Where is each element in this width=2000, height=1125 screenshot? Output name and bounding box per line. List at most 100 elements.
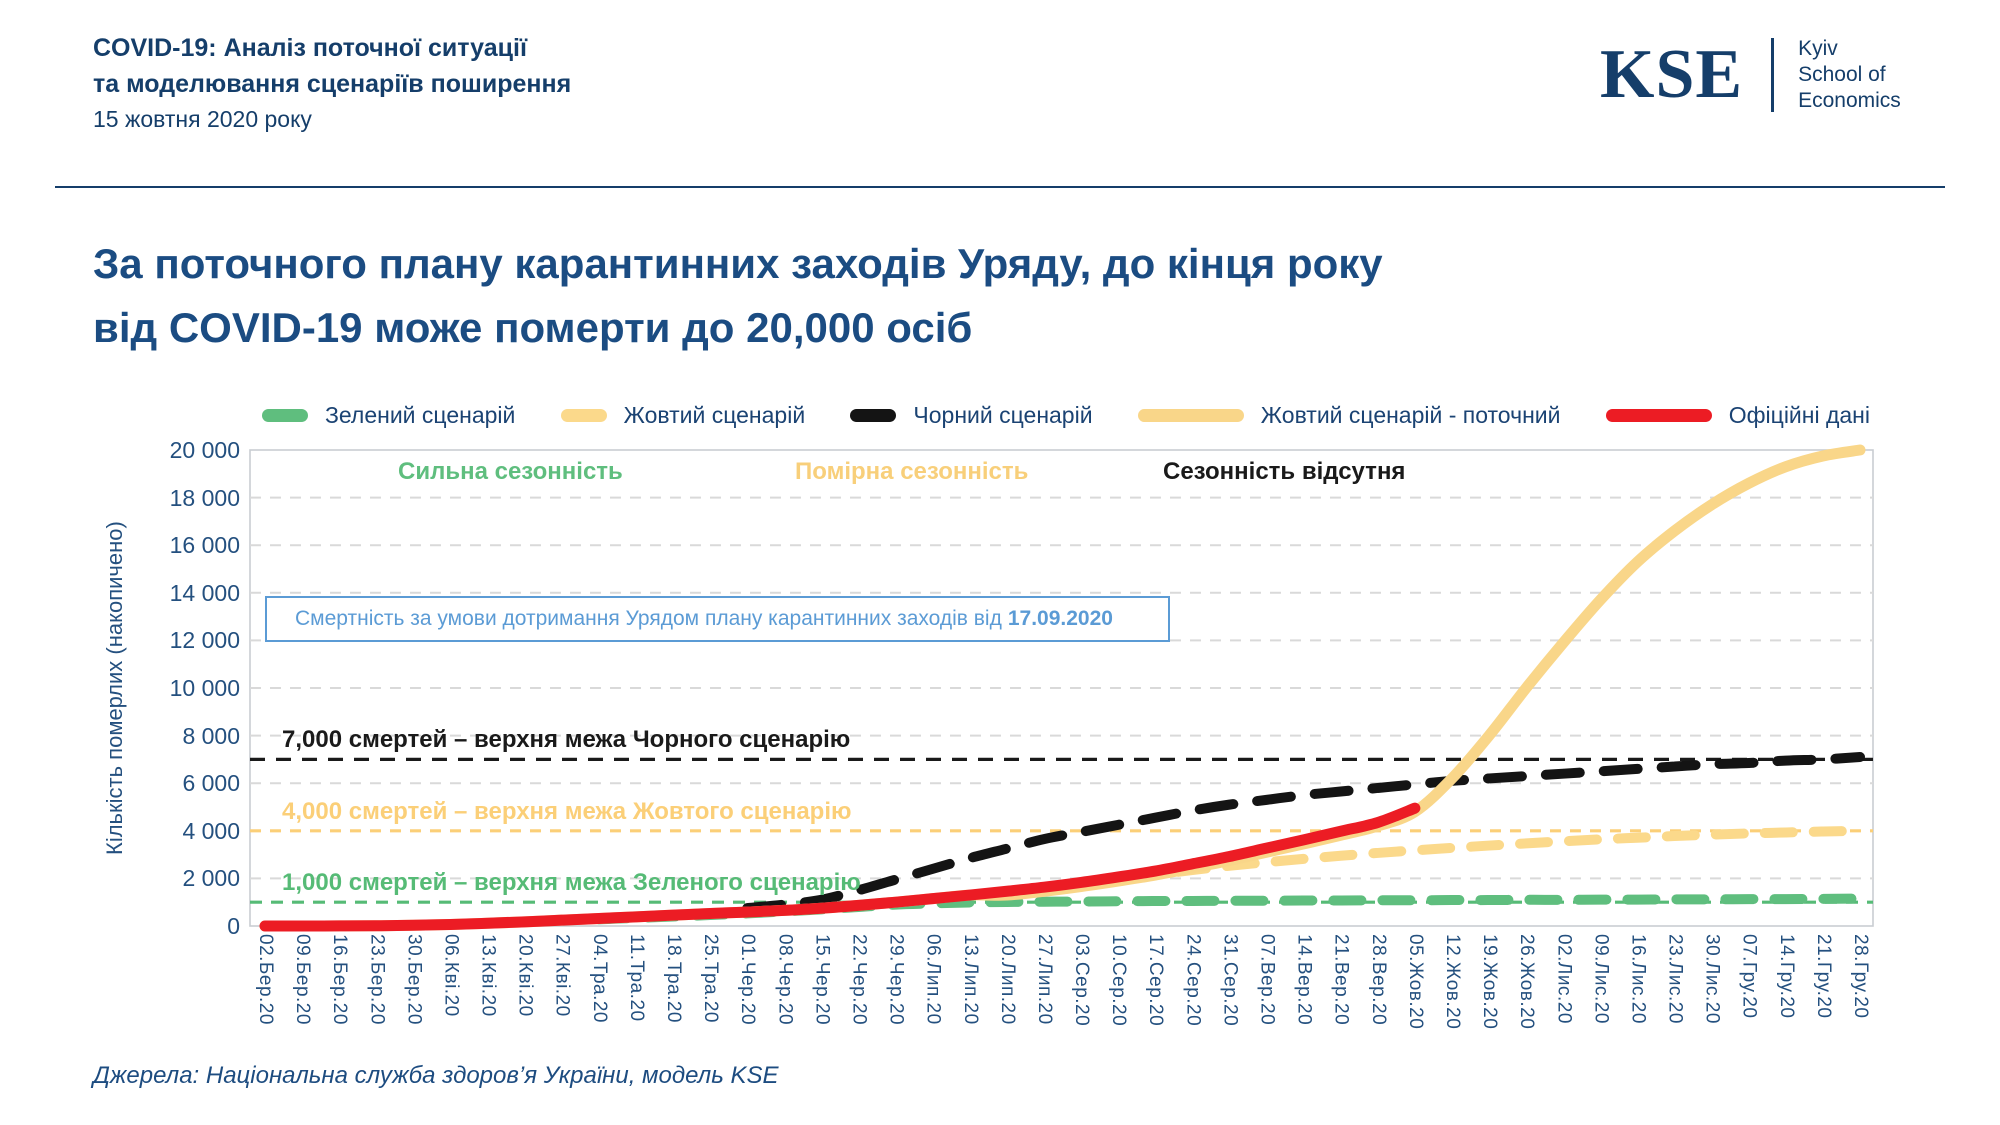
x-tick-label: 02.Лис.20 — [1553, 934, 1575, 1024]
x-tick-label: 30.Лис.20 — [1701, 934, 1723, 1024]
legend-label: Жовтий сценарій - поточний — [1260, 402, 1561, 428]
x-tick-label: 05.Жов.20 — [1404, 934, 1426, 1030]
source-note: Джерела: Національна служба здоров’я Укр… — [93, 1062, 779, 1089]
x-tick-label: 16.Лис.20 — [1627, 934, 1649, 1024]
x-tick-label: 01.Чер.20 — [737, 934, 759, 1026]
x-tick-label: 23.Бер.20 — [366, 934, 388, 1025]
y-tick-label: 18 000 — [169, 484, 240, 511]
x-tick-label: 28.Гру.20 — [1850, 934, 1871, 1019]
x-tick-label: 27.Кві.20 — [551, 934, 573, 1017]
x-tick-label: 24.Сер.20 — [1182, 934, 1204, 1027]
slide-headline: За поточного плану карантинних заходів У… — [93, 232, 1383, 360]
x-tick-label: 07.Вер.20 — [1256, 934, 1278, 1026]
x-tick-label: 15.Чер.20 — [811, 934, 833, 1026]
report-title-line1: COVID-19: Аналіз поточної ситуації — [93, 34, 527, 62]
x-tick-label: 18.Тра.20 — [663, 934, 685, 1023]
note-box-date: 17.09.2020 — [1007, 607, 1113, 630]
note-box-text: Смертність за умови дотримання Урядом пл… — [295, 607, 1002, 630]
legend-item-2: Чорний сценарій — [850, 402, 1093, 429]
y-tick-label: 12 000 — [169, 627, 240, 654]
kse-logo-abbr: KSE — [1600, 36, 1744, 113]
season-annotation: Помірна сезонність — [795, 458, 1029, 485]
x-tick-label: 21.Вер.20 — [1330, 934, 1352, 1026]
x-tick-label: 22.Чер.20 — [848, 934, 870, 1026]
y-tick-label: 8 000 — [182, 722, 240, 749]
y-tick-label: 10 000 — [169, 675, 240, 701]
x-tick-label: 23.Лис.20 — [1664, 934, 1686, 1024]
legend-marker-icon — [560, 409, 607, 422]
x-tick-label: 19.Жов.20 — [1479, 934, 1501, 1030]
x-tick-label: 08.Чер.20 — [774, 934, 796, 1026]
ref-line-label: 1,000 смертей – верхня межа Зеленого сце… — [282, 869, 861, 897]
legend-marker-icon — [262, 409, 308, 422]
legend-label: Офіційні дані — [1728, 402, 1870, 428]
report-title: COVID-19: Аналіз поточної ситуації та мо… — [93, 30, 571, 102]
legend-item-0: Зелений сценарій — [262, 402, 515, 429]
headline-line1: За поточного плану карантинних заходів У… — [93, 240, 1383, 287]
legend-marker-icon — [1605, 409, 1712, 422]
series-2 — [742, 752, 1865, 914]
x-tick-label: 27.Лип.20 — [1033, 934, 1055, 1025]
legend-item-4: Офіційні дані — [1605, 402, 1870, 429]
y-tick-label: 16 000 — [169, 532, 240, 559]
x-tick-label: 20.Лип.20 — [996, 934, 1018, 1025]
legend-item-3: Жовтий сценарій - поточний — [1137, 402, 1561, 429]
x-tick-label: 28.Вер.20 — [1367, 934, 1389, 1026]
x-tick-label: 12.Жов.20 — [1441, 934, 1463, 1030]
legend-label: Чорний сценарій — [913, 402, 1093, 428]
x-tick-label: 30.Бер.20 — [403, 934, 425, 1025]
x-tick-label: 07.Гру.20 — [1738, 934, 1760, 1019]
x-tick-label: 26.Жов.20 — [1516, 934, 1538, 1030]
x-tick-label: 17.Сер.20 — [1145, 934, 1167, 1027]
legend-label: Жовтий сценарій — [623, 402, 806, 428]
y-tick-label: 2 000 — [182, 865, 240, 892]
x-tick-label: 04.Тра.20 — [588, 934, 610, 1023]
logo-divider — [1771, 38, 1775, 112]
y-tick-label: 0 — [227, 913, 240, 939]
x-tick-label: 13.Кві.20 — [477, 934, 499, 1017]
legend-item-1: Жовтий сценарій — [560, 402, 806, 429]
note-box: Смертність за умови дотримання Урядом пл… — [265, 596, 1170, 642]
logo-org-line: School of — [1798, 63, 1886, 86]
logo-org-line: Economics — [1798, 89, 1901, 112]
report-date: 15 жовтня 2020 року — [93, 106, 312, 132]
ref-line-label: 4,000 смертей – верхня межа Жовтого сцен… — [282, 797, 852, 825]
x-tick-label: 29.Чер.20 — [885, 934, 907, 1026]
legend-marker-icon — [1137, 409, 1244, 422]
chart-legend: Зелений сценарій Жовтий сценарій Чорний сц… — [262, 402, 1870, 429]
x-tick-label: 13.Лип.20 — [959, 934, 981, 1025]
x-tick-label: 25.Тра.20 — [700, 934, 722, 1023]
y-tick-label: 4 000 — [182, 817, 240, 844]
legend-marker-icon — [850, 409, 897, 422]
x-tick-label: 14.Гру.20 — [1775, 934, 1797, 1019]
x-tick-label: 09.Бер.20 — [292, 934, 314, 1025]
x-tick-label: 14.Вер.20 — [1293, 934, 1315, 1026]
y-tick-label: 20 000 — [169, 437, 240, 463]
x-tick-label: 06.Лип.20 — [922, 934, 944, 1025]
ref-line-label: 7,000 смертей – верхня межа Чорного сцен… — [282, 726, 851, 754]
x-tick-label: 09.Лис.20 — [1590, 934, 1612, 1024]
x-tick-label: 21.Гру.20 — [1812, 934, 1834, 1019]
legend-label: Зелений сценарій — [325, 402, 516, 428]
x-tick-label: 06.Кві.20 — [440, 934, 462, 1017]
series-4 — [259, 802, 1421, 932]
season-annotation: Сезонність відсутня — [1163, 458, 1406, 485]
x-tick-label: 11.Тра.20 — [625, 934, 647, 1022]
x-tick-label: 31.Сер.20 — [1219, 934, 1241, 1027]
x-tick-label: 16.Бер.20 — [329, 934, 351, 1025]
report-title-line2: та моделювання сценаріїв поширення — [93, 70, 572, 98]
header-divider — [55, 186, 1945, 188]
kse-logo-org: Kyiv School of Economics — [1798, 36, 1901, 114]
headline-line2: від COVID-19 може померти до 20,000 осіб — [93, 304, 973, 351]
x-tick-label: 20.Кві.20 — [514, 934, 536, 1017]
kse-logo: KSE Kyiv School of Economics — [1600, 36, 1901, 114]
x-tick-label: 02.Бер.20 — [255, 934, 276, 1025]
y-tick-label: 14 000 — [169, 579, 240, 606]
x-tick-label: 10.Сер.20 — [1108, 934, 1130, 1027]
x-tick-label: 03.Сер.20 — [1071, 934, 1093, 1027]
season-annotation: Сильна сезонність — [398, 458, 623, 485]
y-tick-label: 6 000 — [182, 770, 240, 797]
logo-org-line: Kyiv — [1798, 37, 1838, 60]
